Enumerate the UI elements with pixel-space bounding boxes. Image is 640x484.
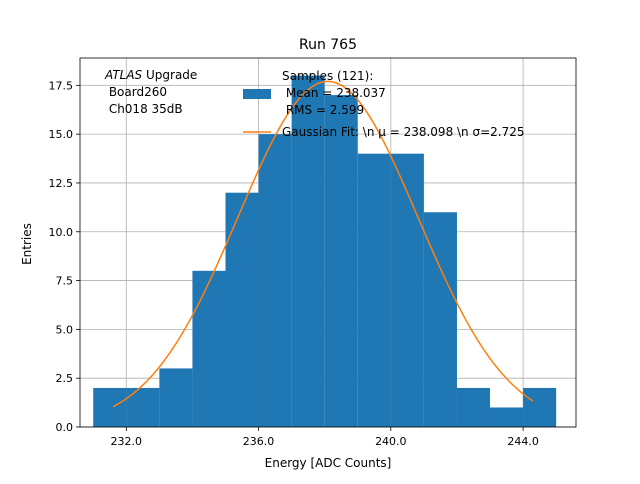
histogram-bar <box>423 212 457 427</box>
histogram-bar <box>291 75 325 428</box>
y-tick-label: 7.5 <box>56 275 74 288</box>
histogram-bars <box>93 75 557 428</box>
y-tick-label: 15.0 <box>49 128 74 141</box>
x-tick-label: 236.0 <box>243 435 275 448</box>
y-axis-ticks: 0.0 2.5 5.0 7.5 10.0 12.5 15.0 17.5 <box>49 79 80 434</box>
y-axis-label: Entries <box>20 223 34 265</box>
y-tick-label: 5.0 <box>56 323 74 336</box>
histogram-bar <box>258 134 292 427</box>
chart-title: Run 765 <box>299 37 357 53</box>
histogram-bar <box>456 387 491 427</box>
svg-text:ATLAS Upgrade: ATLAS Upgrade <box>104 68 197 82</box>
y-tick-label: 10.0 <box>49 226 74 239</box>
histogram-bar <box>93 387 127 427</box>
legend-histogram-swatch <box>243 89 271 99</box>
legend: Samples (121): Mean = 238.037 RMS = 2.59… <box>243 69 525 139</box>
histogram-bar <box>159 368 193 427</box>
y-tick-label: 17.5 <box>49 79 74 92</box>
x-tick-label: 232.0 <box>111 435 143 448</box>
gaussian-fit-curve <box>112 80 534 408</box>
y-tick-label: 2.5 <box>56 372 74 385</box>
x-axis-ticks: 232.0 236.0 240.0 244.0 <box>111 427 539 448</box>
board-label: Board260 <box>105 85 167 99</box>
y-tick-label: 12.5 <box>49 177 74 190</box>
atlas-label: ATLAS <box>104 68 143 82</box>
histogram-bar <box>192 270 226 427</box>
histogram-bar <box>490 407 524 427</box>
histogram-bar <box>523 387 557 427</box>
legend-rms-label: RMS = 2.599 <box>282 103 364 117</box>
x-tick-label: 244.0 <box>507 435 539 448</box>
y-tick-label: 0.0 <box>56 421 74 434</box>
legend-fit-label: Gaussian Fit: \n μ = 238.098 \n σ=2.725 <box>282 125 525 139</box>
histogram-bar <box>126 387 160 427</box>
atlas-annotation: ATLAS Upgrade Board260 Ch018 35dB <box>104 68 197 116</box>
histogram-bar <box>225 192 259 427</box>
legend-samples-label: Samples (121): <box>282 69 373 83</box>
histogram-bar <box>324 95 358 427</box>
histogram-bar <box>390 153 424 427</box>
x-tick-label: 240.0 <box>375 435 407 448</box>
legend-mean-label: Mean = 238.037 <box>282 86 386 100</box>
x-axis-label: Energy [ADC Counts] <box>265 456 392 470</box>
plot-frame <box>79 57 577 428</box>
atlas-upgrade-label: Upgrade <box>142 68 197 82</box>
channel-label: Ch018 35dB <box>105 102 183 116</box>
histogram-bar <box>357 153 391 427</box>
